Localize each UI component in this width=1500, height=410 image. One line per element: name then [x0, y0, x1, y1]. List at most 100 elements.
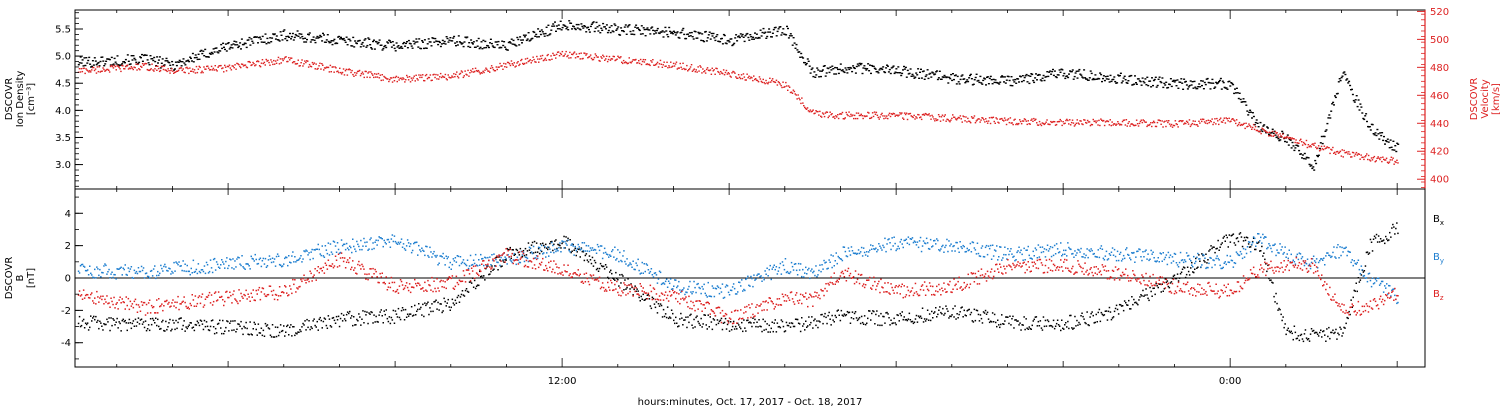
bx-point	[1158, 283, 1160, 285]
velocity-point	[931, 114, 933, 117]
ion_density-point	[658, 32, 661, 35]
velocity-point	[697, 66, 699, 68]
by-point	[245, 263, 247, 265]
bx-point	[1071, 327, 1073, 329]
velocity-point	[849, 115, 851, 118]
bx-point	[640, 295, 642, 298]
velocity-point	[1023, 118, 1026, 120]
bx-point	[224, 330, 226, 332]
ion_density-point	[547, 24, 550, 26]
bx-point	[478, 284, 480, 287]
ion_density-point	[954, 74, 957, 76]
ion_density-point	[673, 31, 676, 34]
ion_density-point	[1341, 75, 1344, 77]
by-point	[369, 238, 371, 241]
bx-point	[1174, 277, 1177, 280]
velocity-point	[642, 58, 645, 61]
by-point	[831, 266, 833, 269]
by-point	[568, 249, 570, 252]
velocity-point	[1016, 122, 1018, 125]
velocity-point	[79, 71, 82, 73]
velocity-point	[1021, 120, 1024, 122]
bx-point	[418, 303, 420, 305]
ion_density-point	[364, 38, 367, 40]
velocity-point	[346, 74, 349, 76]
ion_density-point	[638, 28, 640, 31]
velocity-point	[551, 58, 553, 60]
by-point	[145, 272, 148, 274]
by-point	[182, 260, 184, 262]
bx-point	[251, 334, 253, 336]
ion_density-point	[1114, 80, 1117, 83]
by-point	[512, 259, 514, 261]
velocity-point	[184, 71, 186, 74]
velocity-point	[1113, 123, 1115, 125]
bx-point	[871, 312, 873, 315]
bx-point	[479, 270, 481, 273]
by-point	[211, 271, 214, 274]
by-point	[104, 263, 106, 265]
by-point	[283, 263, 285, 265]
by-point	[818, 269, 820, 272]
by-point	[858, 252, 861, 255]
bx-point	[1029, 327, 1031, 330]
ion_density-point	[1310, 164, 1313, 166]
ion_density-point	[1120, 82, 1123, 84]
by-point	[663, 283, 666, 285]
by-point	[473, 262, 476, 265]
by-point	[581, 242, 584, 244]
velocity-point	[601, 57, 603, 59]
bx-point	[1344, 327, 1346, 329]
ion_density-point	[583, 25, 586, 27]
ion_density-point	[242, 43, 245, 46]
bx-point	[1005, 316, 1007, 318]
by-point	[637, 258, 639, 261]
ion_density-point	[373, 48, 376, 50]
by-point	[529, 247, 532, 249]
bx-point	[258, 332, 261, 334]
bx-point	[543, 244, 545, 247]
velocity-point	[757, 81, 760, 83]
ion_density-point	[1175, 85, 1178, 87]
ion_density-point	[1357, 99, 1360, 101]
by-point	[312, 257, 314, 260]
velocity-point	[870, 117, 872, 119]
velocity-point	[637, 62, 639, 64]
bx-point	[1110, 318, 1113, 321]
velocity-point	[945, 120, 947, 122]
ion_density-point	[237, 46, 240, 49]
velocity-point	[1319, 149, 1322, 151]
by-point	[807, 269, 809, 271]
bx-point	[1031, 324, 1033, 327]
velocity-point	[417, 79, 419, 81]
ion_density-point	[271, 37, 274, 39]
by-point	[884, 237, 886, 240]
ion_density-point	[555, 25, 558, 27]
ion_density-point	[854, 72, 857, 74]
by-point	[806, 273, 808, 275]
by-point	[531, 252, 534, 255]
ion_density-point	[305, 41, 308, 43]
ion_density-point	[1219, 77, 1222, 80]
velocity-point	[437, 74, 439, 76]
velocity-point	[1296, 142, 1298, 144]
bx-point	[550, 241, 552, 243]
bx-point	[1145, 288, 1147, 290]
bx-point	[867, 317, 869, 320]
ion_density-point	[522, 34, 525, 36]
bx-point	[731, 325, 734, 328]
ion_density-point	[1084, 77, 1087, 79]
bx-point	[267, 327, 270, 329]
by-point	[868, 251, 870, 253]
ion_density-point	[607, 29, 610, 32]
bx-point	[462, 294, 465, 296]
bx-point	[163, 329, 165, 332]
bx-point	[762, 318, 764, 321]
bx-point	[1333, 332, 1335, 335]
velocity-point	[442, 76, 445, 78]
velocity-point	[554, 54, 556, 56]
bx-point	[1113, 310, 1116, 313]
ion_density-point	[675, 32, 678, 34]
bx-point	[248, 333, 250, 336]
by-point	[755, 278, 757, 280]
